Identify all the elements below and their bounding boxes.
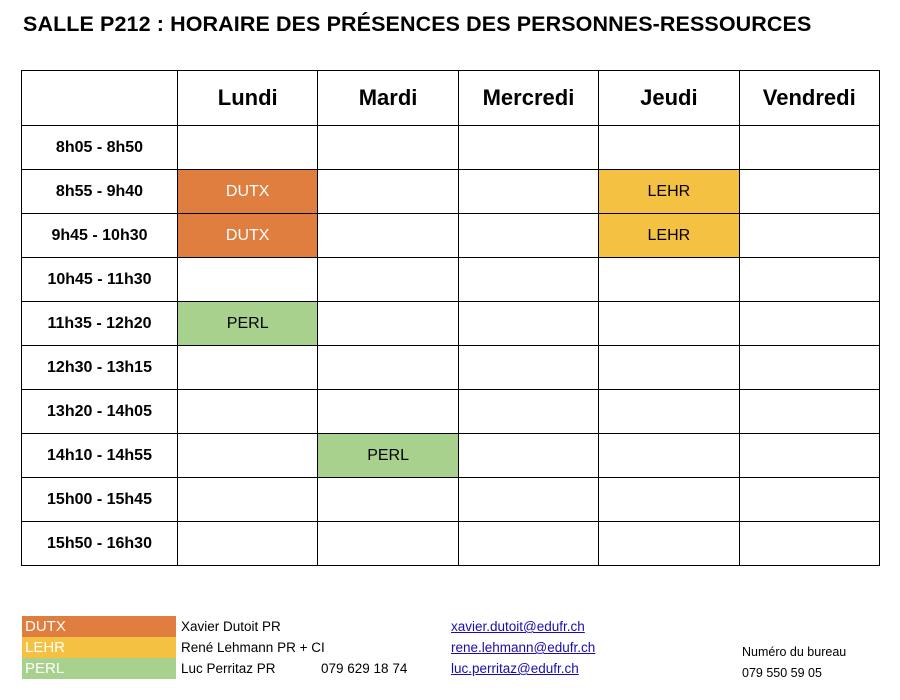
legend-phone-perl: 079 629 18 74 [321,661,408,676]
time-slot-label: 14h10 - 14h55 [21,433,178,478]
legend-email-lehr[interactable]: rene.lehmann@edufr.ch [451,640,596,655]
time-row: 14h10 - 14h55 PERL [21,433,880,478]
schedule-cell [738,433,880,478]
schedule-cell [317,389,459,434]
schedule-cell [176,433,319,478]
day-header-tuesday: Mardi [317,70,459,126]
schedule-cell [598,257,740,302]
schedule-cell [317,257,459,302]
schedule-cell: LEHR [598,169,740,214]
legend-email-perl[interactable]: luc.perritaz@edufr.ch [451,661,579,676]
legend-code-dutx: DUTX [22,616,176,637]
schedule-cell [457,301,600,346]
schedule-cell [317,301,459,346]
schedule-cell [598,345,740,390]
schedule-cell [176,345,319,390]
schedule-cell [738,345,880,390]
time-row: 10h45 - 11h30 [21,257,880,302]
schedule-body: 8h05 - 8h50 8h55 - 9h40 DUTX LEHR 9h45 - 10h… [21,125,880,566]
schedule-cell [598,521,740,566]
office-phone: 079 550 59 05 [742,666,822,680]
schedule-cell [457,477,600,522]
schedule-cell [176,389,319,434]
time-row: 15h50 - 16h30 [21,521,880,566]
legend-email-dutx[interactable]: xavier.dutoit@edufr.ch [451,619,585,634]
time-row: 9h45 - 10h30 DUTX LEHR [21,213,880,258]
legend-row-perl: PERL Luc Perritaz PR 079 629 18 74 luc.p… [22,658,595,679]
time-slot-label: 8h05 - 8h50 [21,125,178,170]
schedule-cell [738,389,880,434]
schedule-cell [457,345,600,390]
time-slot-label: 15h50 - 16h30 [21,521,178,566]
schedule-cell [457,433,600,478]
day-header-friday: Vendredi [738,70,880,126]
legend-row-dutx: DUTX Xavier Dutoit PR xavier.dutoit@eduf… [22,616,595,637]
time-row: 15h00 - 15h45 [21,477,880,522]
schedule-cell: DUTX [176,213,319,258]
schedule-cell [738,213,880,258]
header-row: Lundi Mardi Mercredi Jeudi Vendredi [21,70,880,126]
schedule-cell [457,213,600,258]
schedule-cell [457,521,600,566]
schedule-cell [317,213,459,258]
schedule-cell [457,257,600,302]
schedule-cell [738,169,880,214]
schedule-cell [176,125,319,170]
schedule-cell [317,345,459,390]
schedule-cell: PERL [176,301,319,346]
time-row: 8h05 - 8h50 [21,125,880,170]
legend: DUTX Xavier Dutoit PR xavier.dutoit@eduf… [22,616,595,679]
legend-name-perl: Luc Perritaz PR [181,661,276,676]
schedule-cell [317,477,459,522]
legend-name-dutx: Xavier Dutoit PR [181,619,281,634]
day-header-thursday: Jeudi [598,70,740,126]
schedule-cell [738,477,880,522]
schedule-cell [738,521,880,566]
time-row: 8h55 - 9h40 DUTX LEHR [21,169,880,214]
schedule-cell [598,301,740,346]
time-slot-label: 10h45 - 11h30 [21,257,178,302]
schedule-cell [457,389,600,434]
schedule-cell: PERL [317,433,459,478]
page-title: SALLE P212 : HORAIRE DES PRÉSENCES DES P… [23,12,812,36]
schedule-cell: DUTX [176,169,319,214]
schedule-cell [598,389,740,434]
schedule-cell [317,169,459,214]
schedule-cell [738,257,880,302]
time-row: 12h30 - 13h15 [21,345,880,390]
office-label: Numéro du bureau [742,645,847,659]
schedule-cell [457,125,600,170]
time-slot-label: 9h45 - 10h30 [21,213,178,258]
time-row: 11h35 - 12h20 PERL [21,301,880,346]
time-slot-label: 12h30 - 13h15 [21,345,178,390]
time-slot-label: 11h35 - 12h20 [21,301,178,346]
legend-code-lehr: LEHR [22,637,176,658]
schedule-cell: LEHR [598,213,740,258]
legend-name-lehr: René Lehmann PR + CI [181,640,325,655]
schedule-cell [598,125,740,170]
schedule-cell [317,125,459,170]
schedule-cell [738,125,880,170]
schedule-cell [598,433,740,478]
day-header-monday: Lundi [176,70,319,126]
schedule-cell [317,521,459,566]
corner-cell [21,70,178,126]
schedule-cell [738,301,880,346]
schedule-cell [176,521,319,566]
schedule-cell [176,257,319,302]
office-info: Numéro du bureau 079 550 59 05 [742,642,846,684]
time-slot-label: 13h20 - 14h05 [21,389,178,434]
schedule-cell [457,169,600,214]
schedule-table: Lundi Mardi Mercredi Jeudi Vendredi 8h05… [21,70,880,566]
day-header-wednesday: Mercredi [457,70,600,126]
time-slot-label: 15h00 - 15h45 [21,477,178,522]
legend-code-perl: PERL [22,658,176,679]
schedule-cell [176,477,319,522]
schedule-cell [598,477,740,522]
time-row: 13h20 - 14h05 [21,389,880,434]
time-slot-label: 8h55 - 9h40 [21,169,178,214]
legend-row-lehr: LEHR René Lehmann PR + CI rene.lehmann@e… [22,637,595,658]
